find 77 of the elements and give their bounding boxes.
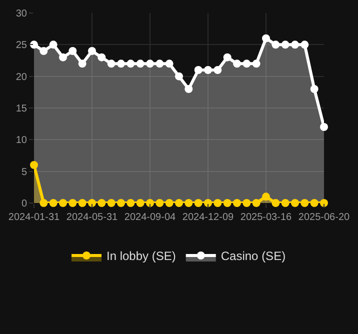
point bbox=[136, 199, 144, 207]
point bbox=[88, 199, 96, 207]
point bbox=[136, 60, 144, 68]
y-tick-label: 20 bbox=[16, 72, 28, 83]
point bbox=[30, 161, 38, 169]
point bbox=[184, 199, 193, 207]
point bbox=[272, 199, 280, 207]
y-tick-label: 15 bbox=[16, 104, 28, 114]
point bbox=[68, 199, 77, 207]
point bbox=[233, 60, 241, 68]
y-tick-label: 5 bbox=[21, 166, 28, 178]
point bbox=[204, 66, 212, 74]
point bbox=[175, 199, 183, 207]
point bbox=[194, 199, 202, 207]
point bbox=[40, 47, 48, 55]
x-tick-label: 2024-05-31 bbox=[66, 212, 118, 223]
point bbox=[194, 66, 202, 74]
x-tick-label: 2025-03-16 bbox=[240, 212, 292, 223]
y-tick-label: 10 bbox=[16, 135, 28, 146]
y-tick-label: 30 bbox=[16, 8, 28, 20]
point bbox=[117, 60, 125, 68]
point bbox=[156, 199, 164, 207]
point bbox=[126, 60, 135, 68]
point bbox=[300, 40, 309, 49]
point bbox=[233, 199, 241, 207]
point bbox=[320, 123, 328, 131]
y-tick-label: 0 bbox=[21, 198, 28, 210]
point bbox=[320, 199, 328, 207]
point bbox=[49, 40, 58, 49]
point bbox=[126, 199, 135, 207]
point bbox=[252, 60, 260, 68]
point bbox=[156, 60, 164, 68]
point bbox=[175, 72, 183, 80]
point bbox=[107, 60, 116, 68]
point bbox=[88, 47, 96, 55]
legend-label: Casino (SE) bbox=[220, 249, 286, 264]
point bbox=[214, 66, 222, 74]
point bbox=[165, 60, 174, 68]
point bbox=[40, 199, 48, 207]
point bbox=[242, 60, 251, 68]
point bbox=[242, 199, 251, 207]
point bbox=[281, 40, 290, 49]
point bbox=[252, 199, 260, 207]
point bbox=[310, 199, 318, 207]
point bbox=[310, 85, 318, 93]
point bbox=[165, 199, 174, 207]
legend-label: In lobby (SE) bbox=[106, 249, 176, 264]
point bbox=[184, 85, 193, 93]
point bbox=[49, 199, 58, 207]
point bbox=[223, 199, 232, 207]
point bbox=[59, 53, 67, 62]
point bbox=[30, 40, 38, 49]
x-tick-label: 2024-01-31 bbox=[8, 212, 60, 223]
point bbox=[300, 199, 309, 207]
point bbox=[146, 60, 154, 68]
point bbox=[272, 40, 280, 49]
point bbox=[146, 199, 154, 207]
x-tick-label: 2024-09-04 bbox=[124, 212, 176, 223]
point bbox=[78, 60, 86, 68]
point bbox=[107, 199, 116, 207]
y-tick-label: 25 bbox=[16, 40, 28, 52]
point bbox=[204, 199, 212, 207]
point bbox=[291, 199, 299, 207]
point bbox=[117, 199, 125, 207]
point bbox=[98, 53, 106, 62]
point bbox=[68, 47, 77, 55]
point bbox=[98, 199, 106, 207]
point bbox=[78, 199, 86, 207]
point bbox=[281, 199, 290, 207]
point bbox=[223, 53, 232, 62]
point bbox=[262, 34, 270, 42]
point bbox=[59, 199, 67, 207]
point bbox=[214, 199, 222, 207]
x-tick-label: 2024-12-09 bbox=[182, 212, 234, 223]
point bbox=[291, 40, 299, 49]
x-tick-label: 2025-06-20 bbox=[298, 212, 350, 223]
point bbox=[262, 192, 270, 201]
